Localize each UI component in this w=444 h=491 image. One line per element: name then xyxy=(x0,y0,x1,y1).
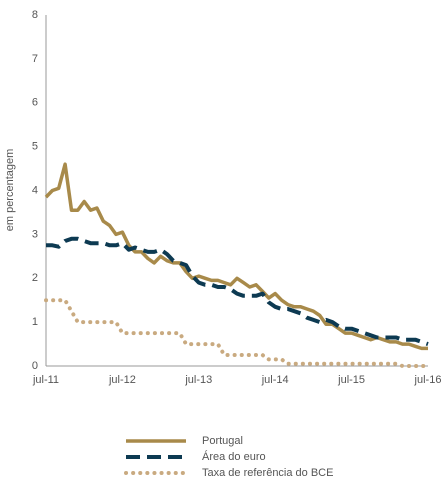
legend-label: Área do euro xyxy=(202,450,266,463)
y-tick-label: 4 xyxy=(32,184,38,196)
y-tick-label: 0 xyxy=(32,360,38,372)
y-tick-label: 6 xyxy=(32,97,38,109)
x-tick-label: jul-15 xyxy=(337,374,365,386)
x-tick-label: jul-13 xyxy=(184,374,212,386)
x-tick-label: jul-14 xyxy=(261,374,289,386)
y-tick-label: 7 xyxy=(32,53,38,65)
y-axis-label: em percentagem xyxy=(4,149,16,232)
legend-label: Taxa de referência do BCE xyxy=(202,467,333,479)
x-tick-label: jul-12 xyxy=(108,374,136,386)
x-tick-label: jul-16 xyxy=(414,374,442,386)
y-tick-label: 1 xyxy=(32,316,38,328)
y-tick-label: 3 xyxy=(32,228,38,240)
y-tick-label: 2 xyxy=(32,272,38,284)
x-tick-label: jul-11 xyxy=(32,374,59,386)
series-line xyxy=(46,236,429,346)
y-tick-label: 5 xyxy=(32,141,38,153)
series-line xyxy=(44,298,430,368)
series-line xyxy=(44,162,428,351)
y-tick-label: 8 xyxy=(32,9,38,21)
legend-label: Portugal xyxy=(202,435,243,447)
